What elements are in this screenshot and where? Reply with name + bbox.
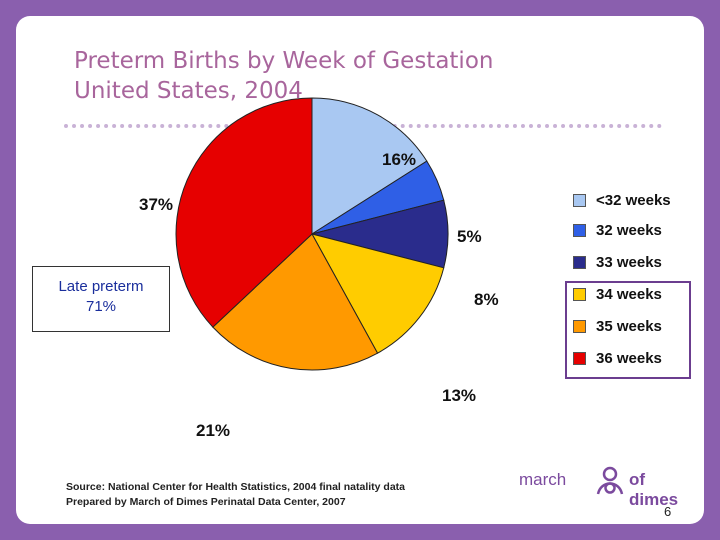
source-line-2: Prepared by March of Dimes Perinatal Dat… [66,496,346,508]
legend-item-34: 34 weeks [573,286,662,308]
chart-title: Preterm Births by Week of Gestation Unit… [74,46,674,106]
logo-text-left: march [519,470,567,489]
pie-slice-34 [311,233,445,354]
late-preterm-legend-box [565,281,691,379]
logo-mark-icon [596,466,624,495]
legend-item-35: 35 weeks [573,318,662,340]
legend-label: <32 weeks [596,192,671,209]
pie-chart [175,97,449,371]
legend-label: 34 weeks [596,286,662,303]
pie-slice-35 [212,233,379,371]
source-note: Source: National Center for Health Stati… [66,480,405,510]
callout-line-1: Late preterm [58,278,144,295]
legend-swatch [573,351,586,365]
title-line-2: United States, 2004 [74,78,303,104]
legend-item-36: 36 weeks [573,350,662,372]
legend-item-lt32: <32 weeks [573,192,671,214]
legend-swatch [573,319,586,333]
slice-label-36: 37% [139,195,174,214]
legend-item-32: 32 weeks [573,222,662,244]
slice-label-35: 21% [196,421,231,440]
slide: Preterm Births by Week of Gestation Unit… [16,16,704,524]
slice-label-34: 13% [442,386,477,405]
legend-swatch [573,255,586,269]
legend-label: 33 weeks [596,254,662,271]
legend-label: 36 weeks [596,350,662,367]
legend-label: 32 weeks [596,222,662,239]
slice-label-32: 5% [457,227,482,246]
late-preterm-callout: Late preterm 71% [32,266,170,332]
legend-label: 35 weeks [596,318,662,335]
pie-slice-36 [175,97,313,328]
march-of-dimes-logo: march of dimes [519,464,689,509]
legend-swatch [573,193,586,207]
pie-slice-lt32 [311,97,428,235]
logo-text-right: of dimes [629,470,679,509]
callout-line-2: 71% [85,298,117,315]
slice-label-lt32: 16% [382,150,417,169]
title-line-1: Preterm Births by Week of Gestation [74,48,494,74]
page-number: 6 [664,504,672,519]
slice-label-33: 8% [474,290,499,309]
legend-item-33: 33 weeks [573,254,662,276]
source-line-1: Source: National Center for Health Stati… [66,481,406,493]
legend-swatch [573,287,586,301]
legend-swatch [573,223,586,237]
